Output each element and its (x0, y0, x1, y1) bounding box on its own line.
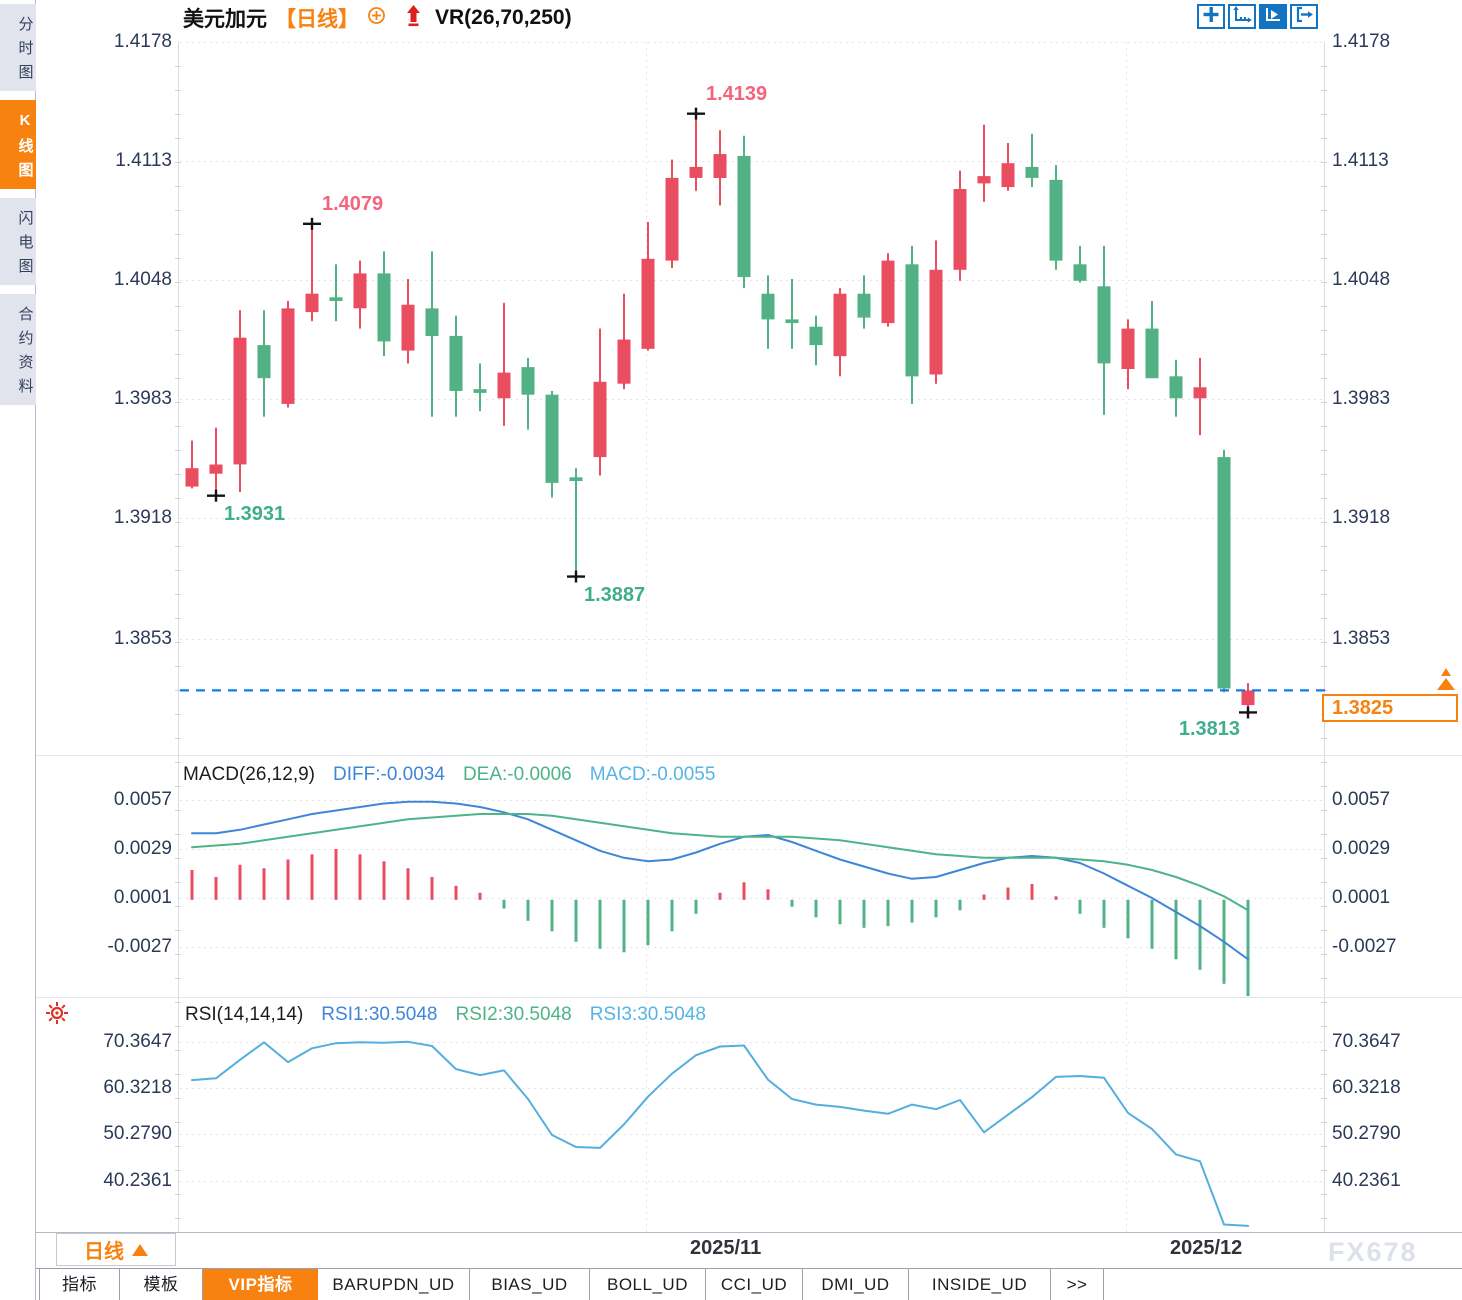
indicator-label: VR(26,70,250) (435, 6, 572, 29)
tab->>[interactable]: >> (1051, 1269, 1104, 1300)
y-axis-label: 1.3918 (1332, 507, 1391, 528)
red-up-arrow-icon (404, 4, 423, 33)
sidebar-item-kline[interactable]: K线图 (0, 100, 36, 189)
sun-indicator-icon[interactable] (44, 1000, 70, 1031)
y-axis-label: 70.3647 (1332, 1031, 1401, 1052)
y-axis-label: 0.0001 (113, 887, 172, 908)
y-axis-label: 1.3853 (1332, 628, 1391, 649)
y-axis-label: 50.2790 (103, 1123, 172, 1144)
current-price-value: 1.3825 (1332, 697, 1394, 719)
tab-[interactable]: 模板 (120, 1269, 203, 1300)
y-axis-label: 1.4113 (115, 150, 172, 171)
y-axis-label: 50.2790 (1332, 1123, 1401, 1144)
rsi2-value: RSI2:30.5048 (455, 1004, 572, 1025)
axis-play-icon (1263, 6, 1283, 28)
y-axis-label: 0.0057 (113, 789, 172, 810)
rsi3-value: RSI3:30.5048 (589, 1004, 706, 1025)
y-axis-label: 1.3918 (113, 507, 172, 528)
tabbar-spacer (36, 1269, 40, 1300)
y-axis-label: 70.3647 (103, 1031, 172, 1052)
xaxis-tick-label: 2025/12 (1170, 1237, 1243, 1259)
tab-inside_ud[interactable]: INSIDE_UD (909, 1269, 1051, 1300)
y-axis-label: 60.3218 (103, 1077, 172, 1098)
tab-bias_ud[interactable]: BIAS_UD (470, 1269, 590, 1300)
axis-scale-icon (1232, 5, 1252, 28)
y-axis-label: 1.4178 (1332, 31, 1391, 52)
price-annotation: 1.4079 (322, 192, 384, 215)
period-selector-button[interactable]: 日线 (56, 1233, 176, 1266)
period-selector-label: 日线 (84, 1241, 124, 1263)
y-axis-label: 40.2361 (1332, 1170, 1401, 1191)
y-axis-label: 0.0029 (1332, 838, 1391, 859)
rsi1-value: RSI1:30.5048 (321, 1004, 438, 1025)
triangle-up-icon (132, 1243, 148, 1256)
price-annotation: 1.3813 (1178, 718, 1240, 741)
macd-header: MACD(26,12,9) DIFF:-0.0034 DEA:-0.0006 M… (183, 764, 715, 786)
chart-toolbar (1197, 4, 1318, 29)
price-annotation: 1.3887 (584, 583, 646, 606)
price-arrow-icon (1437, 678, 1455, 690)
sidebar-item-contract-info[interactable]: 合约资料 (0, 294, 36, 405)
y-axis-label: 0.0057 (1332, 789, 1391, 810)
macd-macd-value: MACD:-0.0055 (589, 764, 716, 785)
macd-diff-value: DIFF:-0.0034 (333, 764, 445, 785)
y-axis-label: 1.3853 (113, 628, 172, 649)
y-axis-label: 1.3983 (1332, 388, 1391, 409)
rsi-header: RSI(14,14,14) RSI1:30.5048 RSI2:30.5048 … (185, 1004, 706, 1026)
indicator-tabbar: 指标 模板 VIP指标 BARUPDN_UD BIAS_UD BOLL_UD CCI_UD D… (36, 1268, 1462, 1300)
tab-dmi_ud[interactable]: DMI_UD (803, 1269, 909, 1300)
price-arrow-icon (1441, 668, 1451, 676)
y-axis-label: 1.4113 (1332, 150, 1389, 171)
y-axis-label: 0.0029 (113, 838, 172, 859)
price-annotation: 1.3931 (224, 502, 286, 525)
y-axis-label: -0.0027 (1332, 936, 1397, 957)
y-axis-label: 40.2361 (103, 1170, 172, 1191)
y-axis-label: 1.4048 (1332, 269, 1391, 290)
tab-[interactable]: 指标 (40, 1269, 120, 1300)
macd-title: MACD(26,12,9) (183, 764, 315, 785)
tab-cci_ud[interactable]: CCI_UD (706, 1269, 803, 1300)
y-axis-label: -0.0027 (107, 936, 172, 957)
current-price-tag: 1.3825 (1322, 694, 1458, 722)
rsi-title: RSI(14,14,14) (185, 1004, 304, 1025)
axis-scale-button[interactable] (1228, 4, 1256, 29)
sidebar-item-timeshare[interactable]: 分时图 (0, 4, 36, 91)
chart-header: 美元加元 【日线】 VR(26,70,250) (183, 3, 572, 33)
y-axis-label: 1.4048 (113, 269, 172, 290)
exit-right-icon (1294, 6, 1314, 28)
axis-play-button[interactable] (1259, 4, 1287, 29)
circle-plus-icon[interactable] (367, 6, 386, 30)
y-axis-label: 0.0001 (1332, 887, 1391, 908)
symbol-title: 美元加元 (183, 8, 267, 31)
pan-crosshair-icon (1201, 6, 1221, 28)
watermark: FX678 (1328, 1237, 1418, 1267)
price-annotation: 1.4139 (706, 82, 768, 105)
sidebar-item-lightning[interactable]: 闪电图 (0, 198, 36, 285)
y-axis-label: 1.3983 (113, 388, 172, 409)
y-axis-label: 60.3218 (1332, 1077, 1401, 1098)
macd-dea-value: DEA:-0.0006 (462, 764, 572, 785)
exit-right-button[interactable] (1290, 4, 1318, 29)
xaxis-row: 日线 2025/11 2025/12 FX678 (36, 1233, 1462, 1268)
y-axis-label: 1.4178 (113, 31, 172, 52)
xaxis-tick-label: 2025/11 (690, 1237, 762, 1259)
pan-crosshair-button[interactable] (1197, 4, 1225, 29)
sidebar: 分时图 K线图 闪电图 合约资料 (0, 0, 36, 1300)
tab-vip[interactable]: VIP指标 (203, 1269, 318, 1300)
tab-boll_ud[interactable]: BOLL_UD (590, 1269, 706, 1300)
tab-barupdn_ud[interactable]: BARUPDN_UD (318, 1269, 470, 1300)
period-tag: 【日线】 (275, 8, 359, 31)
